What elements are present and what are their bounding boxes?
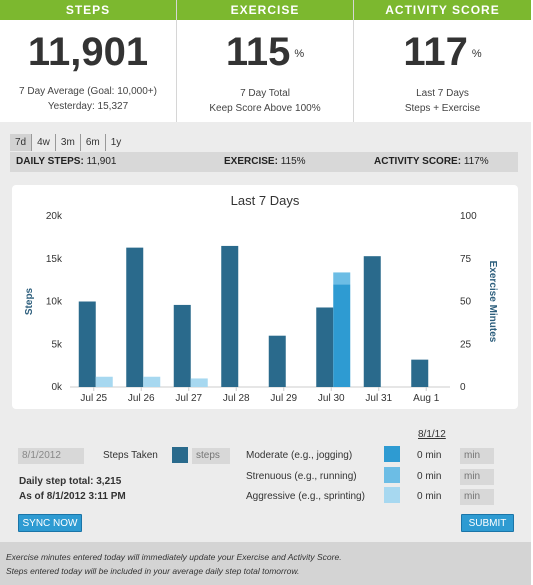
- strenuous-value: 0 min: [417, 471, 442, 482]
- aggressive-label: Aggressive (e.g., sprinting): [246, 491, 365, 502]
- y2-tick-label: 50: [460, 297, 472, 308]
- exercise-bar: [333, 284, 351, 387]
- strenuous-input[interactable]: [460, 469, 494, 485]
- exercise-total-text: 7 Day Total: [240, 88, 290, 100]
- steps-bar: [316, 307, 334, 387]
- summary-exercise: EXERCISE: 115%: [224, 152, 306, 172]
- range-tabs: 7d 4w 3m 6m 1y: [10, 134, 126, 151]
- summary-exercise-label: EXERCISE:: [224, 156, 278, 167]
- activity-formula-text: Steps + Exercise: [404, 103, 481, 115]
- moderate-input[interactable]: [460, 448, 494, 464]
- steps-average-text: 7 Day Average (Goal: 10,000+): [19, 86, 157, 97]
- y2-tick-label: 25: [460, 339, 472, 350]
- y-tick-label: 20k: [46, 211, 63, 222]
- daily-step-total: Daily step total: 3,215: [19, 476, 122, 487]
- steps-panel-header: STEPS: [0, 0, 176, 20]
- exercise-value: 115%: [177, 30, 353, 76]
- exercise-date-link[interactable]: 8/1/12: [418, 429, 446, 440]
- exercise-bar: [143, 376, 161, 387]
- activity-panel-header: ACTIVITY SCORE: [354, 0, 531, 20]
- exercise-unit: %: [294, 48, 305, 61]
- steps-input[interactable]: [192, 448, 230, 464]
- y2-tick-label: 0: [460, 382, 466, 393]
- y-tick-label: 15k: [46, 254, 63, 265]
- moderate-label: Moderate (e.g., jogging): [246, 450, 353, 461]
- date-field[interactable]: [18, 448, 84, 464]
- range-tab-3m[interactable]: 3m: [56, 134, 81, 151]
- exercise-keep-text: Keep Score Above 100%: [209, 103, 321, 115]
- x-tick-label: Jul 30: [318, 393, 345, 404]
- activity-number: 117: [403, 30, 468, 74]
- notice-line-2: Steps entered today will be included in …: [6, 566, 300, 576]
- x-tick-label: Aug 1: [413, 393, 440, 404]
- y2-tick-label: 100: [460, 211, 477, 222]
- activity-unit: %: [471, 48, 482, 61]
- aggressive-input[interactable]: [460, 489, 494, 505]
- y-axis-title: Steps: [24, 287, 35, 315]
- y-tick-label: 0k: [51, 382, 63, 393]
- summary-activity: ACTIVITY SCORE: 117%: [374, 152, 489, 172]
- strenuous-label: Strenuous (e.g., running): [246, 471, 357, 482]
- stats-row: STEPS 11,901 7 Day Average (Goal: 10,000…: [0, 0, 531, 122]
- x-tick-label: Jul 31: [365, 393, 392, 404]
- activity-content: 7d 4w 3m 6m 1y DAILY STEPS: 11,901 EXERC…: [0, 122, 531, 585]
- exercise-bar: [95, 376, 113, 387]
- aggressive-value: 0 min: [417, 491, 442, 502]
- exercise-panel-header: EXERCISE: [177, 0, 353, 20]
- notice-line-1: Exercise minutes entered today will imme…: [6, 552, 342, 562]
- info-notice: Exercise minutes entered today will imme…: [0, 542, 531, 585]
- steps-taken-label: Steps Taken: [103, 450, 158, 461]
- as-of-timestamp: As of 8/1/2012 3:11 PM: [19, 491, 126, 502]
- steps-yesterday-text: Yesterday: 15,327: [47, 101, 129, 112]
- steps-number: 11,901: [27, 30, 149, 74]
- exercise-panel: EXERCISE 115% 7 Day Total Keep Score Abo…: [177, 0, 354, 122]
- steps-value: 11,901: [0, 30, 176, 74]
- steps-exercise-chart: 0k 5k 10k 15k 20k 0 25 50 75 100 Steps Exercise Min…: [24, 211, 498, 404]
- chart-title: Last 7 Days: [230, 193, 300, 208]
- steps-bar: [126, 247, 144, 387]
- y-tick-label: 5k: [51, 339, 63, 350]
- y2-axis-title: Exercise Minutes: [487, 261, 498, 343]
- summary-activity-label: ACTIVITY SCORE:: [374, 156, 462, 167]
- steps-bar: [363, 256, 381, 387]
- aggressive-swatch: [384, 487, 400, 503]
- exercise-bar: [333, 272, 351, 285]
- x-tick-label: Jul 27: [175, 393, 202, 404]
- x-tick-label: Jul 29: [270, 393, 297, 404]
- y2-tick-label: 75: [460, 254, 472, 265]
- y-tick-label: 10k: [46, 297, 63, 308]
- steps-bar: [78, 301, 96, 387]
- activity-period-text: Last 7 Days: [416, 88, 469, 100]
- activity-panel: ACTIVITY SCORE 117% Last 7 Days Steps + …: [354, 0, 531, 122]
- summary-steps: DAILY STEPS: 11,901: [16, 152, 116, 172]
- chart-card: Last 7 Days 0k 5k 10k 15k 20k 0 25 50 75 100 Steps…: [12, 185, 518, 409]
- x-tick-label: Jul 28: [223, 393, 250, 404]
- range-tab-7d[interactable]: 7d: [10, 134, 33, 151]
- range-tab-6m[interactable]: 6m: [81, 134, 106, 151]
- steps-legend-swatch: [172, 447, 188, 463]
- summary-steps-label: DAILY STEPS:: [16, 156, 84, 167]
- steps-bar: [221, 245, 239, 387]
- exercise-number: 115: [225, 30, 291, 74]
- summary-exercise-value: 115%: [280, 156, 306, 167]
- steps-bar: [173, 304, 191, 387]
- x-tick-label: Jul 26: [128, 393, 155, 404]
- sync-now-button[interactable]: SYNC NOW: [18, 514, 82, 532]
- moderate-swatch: [384, 446, 400, 462]
- summary-bar: DAILY STEPS: 11,901 EXERCISE: 115% ACTIV…: [10, 152, 518, 172]
- steps-panel: STEPS 11,901 7 Day Average (Goal: 10,000…: [0, 0, 177, 122]
- range-tab-1y[interactable]: 1y: [110, 137, 122, 148]
- x-tick-label: Jul 25: [80, 393, 107, 404]
- exercise-bar: [190, 378, 208, 387]
- submit-button[interactable]: SUBMIT: [461, 514, 514, 532]
- summary-activity-value: 117%: [463, 156, 489, 167]
- range-tab-4w[interactable]: 4w: [32, 134, 56, 151]
- strenuous-swatch: [384, 467, 400, 483]
- moderate-value: 0 min: [417, 450, 442, 461]
- activity-value: 117%: [354, 30, 531, 76]
- steps-bar: [411, 359, 429, 387]
- steps-bar: [268, 335, 286, 387]
- summary-steps-value: 11,901: [86, 156, 117, 167]
